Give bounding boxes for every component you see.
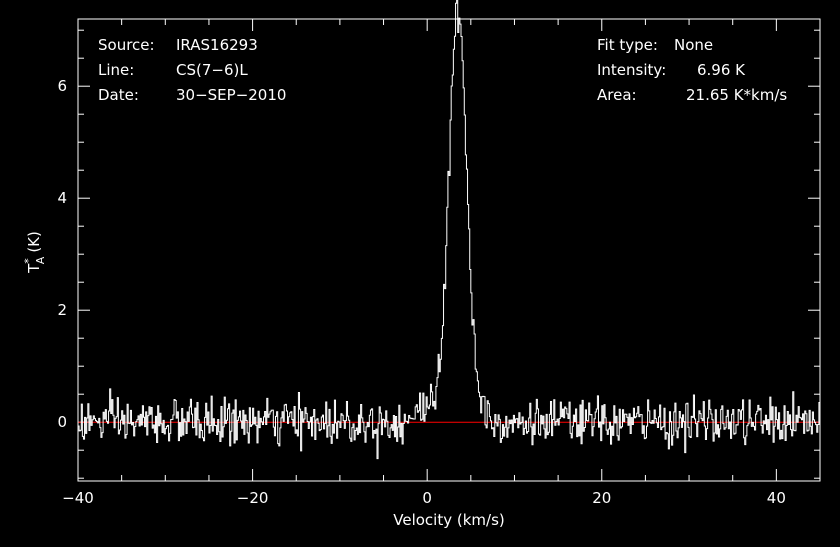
y-axis-label-sub: A: [34, 256, 47, 264]
plot-frame: [77, 18, 821, 482]
source-value: IRAS16293: [176, 36, 258, 54]
fit-type-key: Fit type:: [597, 36, 658, 54]
svg-text:T*A(K): T*A (K): [22, 231, 47, 274]
info-left: Source: IRAS16293 Line: CS(7−6)L Date: 3…: [98, 36, 286, 104]
y-axis-label-sup: *: [22, 258, 35, 264]
info-right: Fit type: None Intensity: 6.96 K Area: 2…: [597, 36, 787, 104]
x-tick-label: 0: [422, 489, 432, 507]
y-tick-label: 6: [57, 77, 67, 95]
area-value: 21.65 K*km/s: [686, 86, 787, 104]
intensity-key: Intensity:: [597, 61, 666, 79]
y-axis-label-main: T: [25, 263, 43, 274]
x-tick-label: −40: [62, 489, 94, 507]
x-tick-label: 20: [592, 489, 611, 507]
y-tick-label: 4: [57, 189, 67, 207]
axis-tick-labels: −40 −20 0 20 40 0 2 4 6: [57, 77, 785, 507]
source-key: Source:: [98, 36, 155, 54]
x-tick-label: −20: [237, 489, 269, 507]
date-key: Date:: [98, 86, 139, 104]
spectrum-series: [78, 0, 821, 460]
y-axis-label: T*A (K): [22, 231, 47, 274]
line-key: Line:: [98, 61, 134, 79]
area-key: Area:: [597, 86, 637, 104]
x-axis-label: Velocity (km/s): [393, 511, 504, 529]
y-axis-label-unit: (K): [25, 231, 43, 253]
line-value: CS(7−6)L: [176, 61, 248, 79]
x-tick-label: 40: [767, 489, 786, 507]
fit-type-value: None: [674, 36, 713, 54]
intensity-value: 6.96 K: [697, 61, 746, 79]
y-tick-label: 0: [57, 413, 67, 431]
y-tick-label: 2: [57, 301, 67, 319]
date-value: 30−SEP−2010: [176, 86, 286, 104]
